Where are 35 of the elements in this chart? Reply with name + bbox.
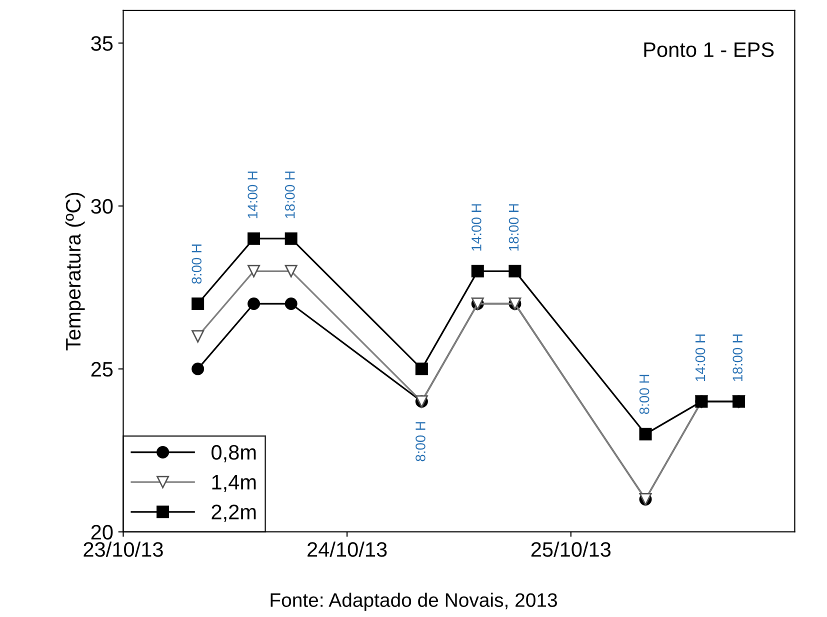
source-note: Fonte: Adaptado de Novais, 2013 bbox=[270, 592, 557, 611]
x-tick-label: 24/10/13 bbox=[308, 542, 387, 557]
point bbox=[192, 362, 204, 376]
annotation: 8:00 H bbox=[639, 374, 650, 414]
x-tick-label: 25/10/13 bbox=[531, 542, 611, 557]
annotation: 18:00 H bbox=[732, 334, 743, 382]
y-axis-title: Temperatura (ºC) bbox=[65, 192, 85, 350]
legend-label: 2,2m bbox=[212, 504, 256, 522]
y-tick-label: 25 bbox=[91, 362, 113, 377]
point bbox=[248, 232, 260, 245]
point bbox=[639, 428, 652, 440]
point bbox=[284, 298, 298, 310]
legend-label: 0,8m bbox=[212, 444, 256, 462]
annotation: 14:00 H bbox=[695, 334, 706, 382]
point bbox=[248, 298, 260, 310]
annotation: 14:00 H bbox=[248, 172, 258, 218]
point bbox=[508, 264, 522, 278]
y-tick-label: 30 bbox=[91, 199, 113, 214]
annotation: 18:00 H bbox=[508, 204, 519, 251]
annotation: 14:00 H bbox=[472, 204, 482, 251]
point bbox=[471, 264, 484, 278]
point bbox=[284, 264, 298, 278]
text: Ponto 1 - EPS bbox=[644, 42, 774, 58]
y-tick-label: 20 bbox=[91, 524, 113, 540]
y-tick-label: 35 bbox=[91, 36, 113, 51]
annotation: 18:00 H bbox=[284, 172, 295, 218]
point bbox=[415, 362, 428, 376]
point bbox=[248, 264, 260, 278]
annotation: 8:00 H bbox=[416, 422, 426, 462]
point bbox=[192, 330, 204, 343]
point bbox=[284, 232, 298, 245]
point bbox=[192, 298, 204, 310]
annotation: 8:00 H bbox=[192, 244, 202, 284]
x-tick-label: 23/10/13 bbox=[84, 542, 163, 557]
legend-label: 1,4m bbox=[212, 475, 256, 492]
